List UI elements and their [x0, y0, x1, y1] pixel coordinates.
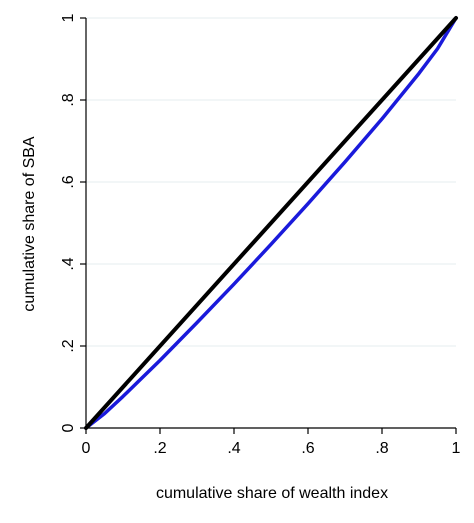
x-tick-label: 1 — [452, 440, 461, 457]
y-tick-label: 0 — [60, 423, 77, 432]
x-tick-label: .8 — [375, 440, 388, 457]
x-tick-label: .6 — [301, 440, 314, 457]
y-tick-label: 1 — [60, 13, 77, 22]
x-tick-label: .4 — [227, 440, 240, 457]
x-tick-label: 0 — [82, 440, 91, 457]
x-axis-title: cumulative share of wealth index — [156, 485, 388, 502]
y-axis-title: cumulative share of SBA — [21, 136, 38, 312]
equality-line — [86, 18, 456, 428]
y-tick-label: .6 — [60, 175, 77, 188]
y-tick-label: .8 — [60, 93, 77, 106]
x-tick-label: .2 — [153, 440, 166, 457]
y-tick-label: .2 — [60, 339, 77, 352]
y-tick-label: .4 — [60, 257, 77, 270]
